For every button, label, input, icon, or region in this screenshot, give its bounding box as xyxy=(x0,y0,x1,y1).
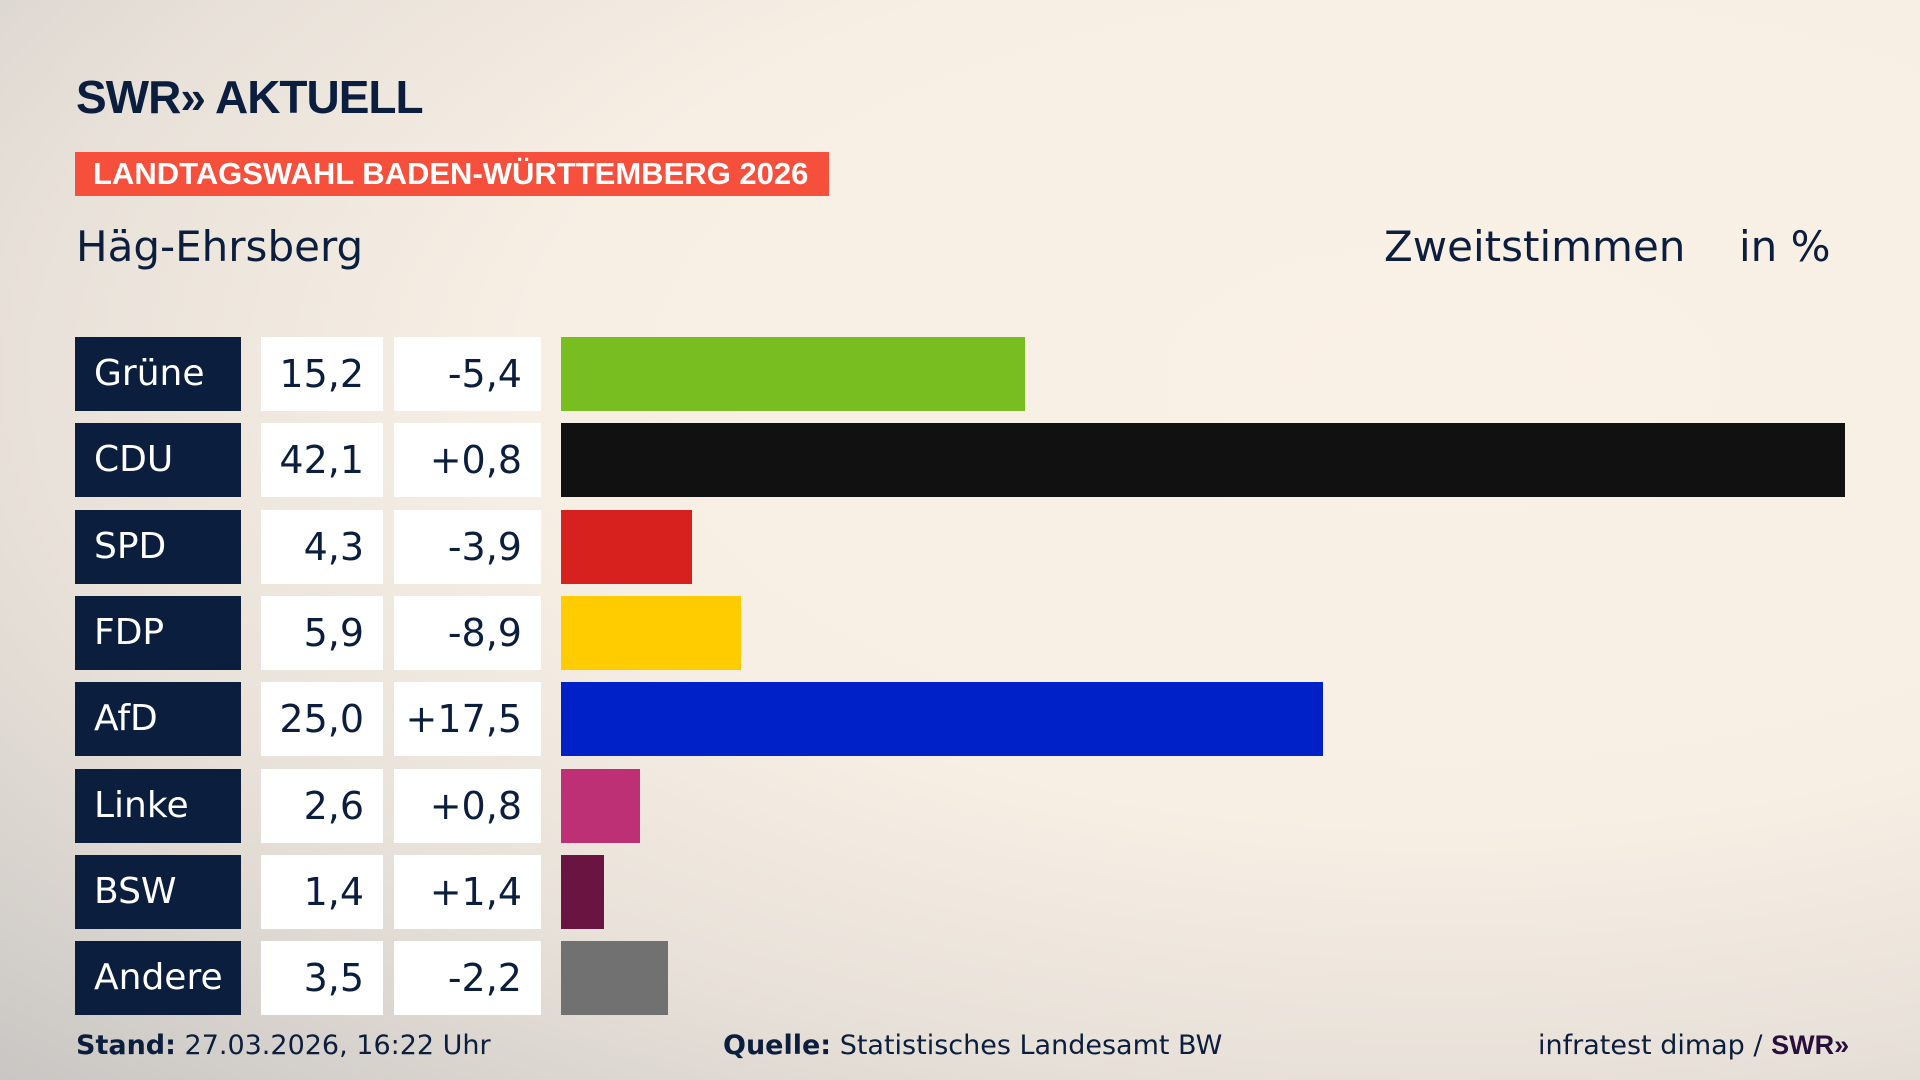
swr-aktuell-logo: SWR» AKTUELL xyxy=(76,71,424,123)
bar-grüne xyxy=(561,337,1025,411)
vote-change: +0,8 xyxy=(394,768,541,843)
source-label: Quelle: xyxy=(723,1030,832,1061)
party-label: FDP xyxy=(75,595,241,670)
vote-share: 42,1 xyxy=(261,423,383,498)
timestamp: Stand: 27.03.2026, 16:22 Uhr xyxy=(76,1030,491,1061)
region-title: Häg-Ehrsberg xyxy=(76,222,364,271)
party-label: Andere xyxy=(75,941,241,1016)
party-label: SPD xyxy=(75,509,241,584)
bar-linke xyxy=(561,768,641,843)
vote-change: -3,9 xyxy=(394,509,541,584)
vote-type-label: Zweitstimmen xyxy=(1384,222,1686,271)
party-label: CDU xyxy=(75,423,241,498)
bar-bsw xyxy=(561,854,604,929)
vote-share: 15,2 xyxy=(261,337,383,411)
bar-afd xyxy=(561,682,1324,757)
party-label: BSW xyxy=(75,854,241,929)
vote-share: 25,0 xyxy=(261,682,383,757)
vote-change: +1,4 xyxy=(394,854,541,929)
bar-spd xyxy=(561,509,693,584)
bar-cdu xyxy=(561,423,1845,498)
stand-value: 27.03.2026, 16:22 Uhr xyxy=(184,1030,491,1061)
election-banner: LANDTAGSWAHL BADEN-WÜRTTEMBERG 2026 xyxy=(75,152,829,196)
vote-share: 5,9 xyxy=(261,595,383,670)
credit-text: infratest dimap / xyxy=(1538,1030,1763,1061)
vote-change: -2,2 xyxy=(394,941,541,1016)
source-value: Statistisches Landesamt BW xyxy=(839,1030,1223,1061)
vote-share: 1,4 xyxy=(261,854,383,929)
bar-fdp xyxy=(561,595,741,670)
swr-logo: SWR» xyxy=(1771,1030,1850,1060)
vote-change: -8,9 xyxy=(394,595,541,670)
party-label: Grüne xyxy=(75,337,241,411)
vote-share: 4,3 xyxy=(261,509,383,584)
vote-change: +17,5 xyxy=(394,682,541,757)
party-label: Linke xyxy=(75,768,241,843)
credit: infratest dimap / SWR» xyxy=(1538,1030,1849,1061)
vote-share: 2,6 xyxy=(261,768,383,843)
vote-change: -5,4 xyxy=(394,337,541,411)
unit-label: in % xyxy=(1739,222,1831,271)
party-label: AfD xyxy=(75,682,241,757)
source: Quelle: Statistisches Landesamt BW xyxy=(723,1030,1222,1061)
stand-label: Stand: xyxy=(76,1030,176,1061)
vote-change: +0,8 xyxy=(394,423,541,498)
vote-share: 3,5 xyxy=(261,941,383,1016)
bar-andere xyxy=(561,941,668,1016)
